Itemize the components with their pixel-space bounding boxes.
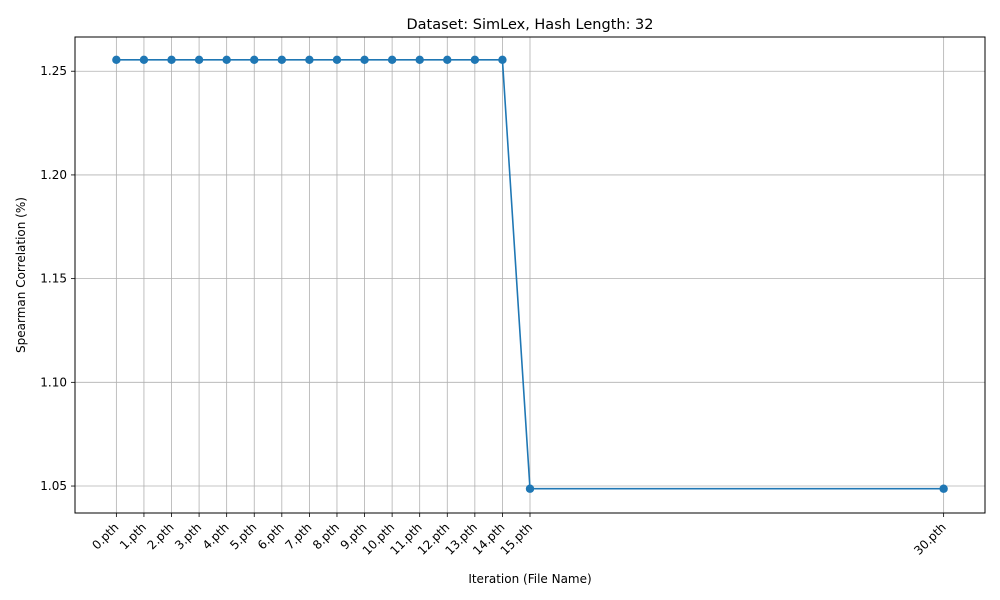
data-point — [278, 56, 286, 64]
data-point — [250, 56, 258, 64]
data-point — [140, 56, 148, 64]
data-point — [388, 56, 396, 64]
chart-title: Dataset: SimLex, Hash Length: 32 — [406, 17, 653, 33]
y-tick-label: 1.25 — [40, 64, 67, 78]
y-axis-label: Spearman Correlation (%) — [14, 197, 28, 353]
data-point — [443, 56, 451, 64]
data-point — [167, 56, 175, 64]
data-point — [333, 56, 341, 64]
y-tick-label: 1.20 — [40, 168, 67, 182]
y-tick-label: 1.10 — [40, 375, 67, 389]
x-axis-label: Iteration (File Name) — [468, 572, 591, 586]
y-tick-label: 1.15 — [40, 272, 67, 286]
data-point — [415, 56, 423, 64]
data-point — [471, 56, 479, 64]
y-tick-label: 1.05 — [40, 479, 67, 493]
data-point — [360, 56, 368, 64]
data-point — [222, 56, 230, 64]
data-point — [195, 56, 203, 64]
data-point — [939, 485, 947, 493]
data-point — [112, 56, 120, 64]
data-point — [526, 485, 534, 493]
data-point — [305, 56, 313, 64]
data-point — [498, 56, 506, 64]
